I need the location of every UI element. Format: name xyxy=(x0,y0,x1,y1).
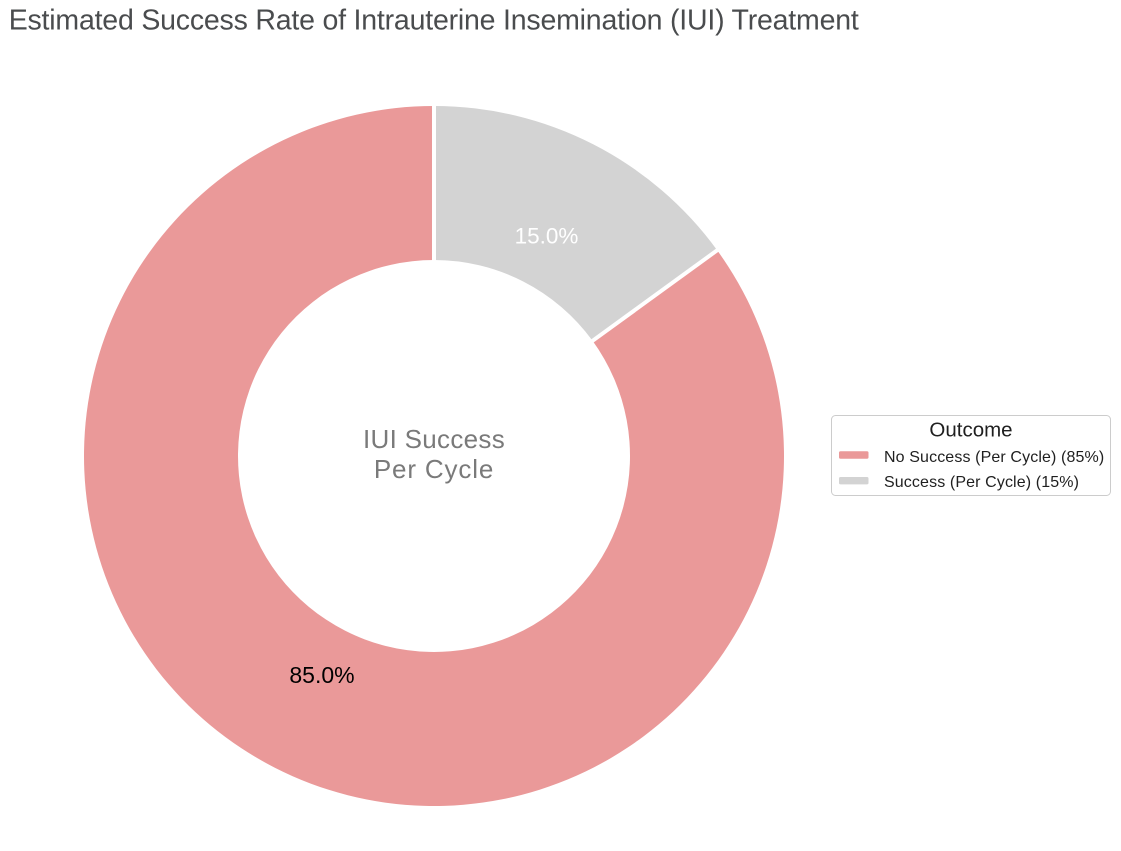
svg-text:IUI Success: IUI Success xyxy=(363,424,505,454)
svg-text:85.0%: 85.0% xyxy=(289,662,354,688)
svg-text:No Success (Per Cycle) (85%): No Success (Per Cycle) (85%) xyxy=(884,449,1104,466)
svg-text:15.0%: 15.0% xyxy=(515,224,579,249)
svg-text:Success (Per Cycle) (15%): Success (Per Cycle) (15%) xyxy=(884,474,1079,491)
svg-text:Per Cycle: Per Cycle xyxy=(374,454,494,484)
svg-text:Outcome: Outcome xyxy=(929,418,1012,441)
svg-text:Estimated Success Rate of Intr: Estimated Success Rate of Intrauterine I… xyxy=(9,5,859,37)
